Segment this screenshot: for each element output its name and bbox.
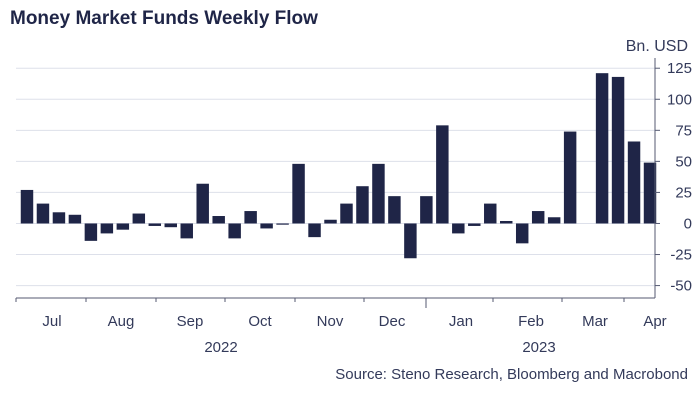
- bar: [484, 203, 497, 224]
- x-tick-label: Apr: [643, 313, 666, 330]
- gridlines: [16, 67, 655, 287]
- x-axis: Jul Aug Sep Oct Nov Dec Jan Feb Mar Apr 2022 2023: [15, 297, 667, 356]
- bar: [404, 223, 417, 259]
- y-axis-unit-label: Bn. USD: [625, 38, 688, 55]
- y-tick-label: 75: [675, 122, 692, 139]
- bar: [468, 223, 481, 226]
- bar: [260, 223, 273, 229]
- bar: [276, 223, 289, 225]
- bar: [340, 203, 353, 224]
- bar: [372, 163, 385, 224]
- x-tick-label: Jan: [449, 313, 473, 330]
- bar: [52, 212, 66, 224]
- y-tick-label: -25: [670, 247, 692, 264]
- bar: [228, 223, 241, 239]
- bar: [436, 125, 449, 224]
- bar: [116, 223, 130, 230]
- bar: [547, 217, 561, 224]
- bar: [611, 76, 625, 224]
- bar: [531, 211, 545, 224]
- bar: [180, 223, 193, 239]
- x-tick-label: Oct: [248, 313, 272, 330]
- x-tick-label: Aug: [108, 313, 135, 330]
- bar: [84, 223, 98, 241]
- source-note: Source: Steno Research, Bloomberg and Ma…: [335, 366, 688, 383]
- y-tick-label: 125: [667, 60, 692, 77]
- bar: [36, 203, 50, 224]
- y-tick-labels: -50 -25 0 25 50 75 100 125: [654, 58, 692, 298]
- y-tick-label: 25: [675, 184, 692, 201]
- y-tick-label: 100: [667, 91, 692, 108]
- bar: [212, 216, 225, 224]
- bar: [563, 131, 577, 224]
- bar: [308, 223, 321, 238]
- bar: [244, 211, 257, 224]
- year-label: 2022: [204, 339, 237, 356]
- y-tick-label: -50: [670, 278, 692, 295]
- x-tick-label: Mar: [582, 313, 608, 330]
- bar: [388, 196, 401, 224]
- year-label: 2023: [522, 339, 555, 356]
- x-tick-label: Nov: [317, 313, 344, 330]
- bar: [452, 223, 465, 234]
- bar: [515, 223, 529, 244]
- bar: [148, 223, 162, 226]
- bar: [500, 220, 513, 224]
- bar: [164, 223, 177, 228]
- x-tick-label: Dec: [379, 313, 406, 330]
- bar: [20, 189, 34, 224]
- bar: [196, 183, 209, 224]
- chart-title: Money Market Funds Weekly Flow: [10, 8, 318, 29]
- x-tick-label: Feb: [518, 313, 544, 330]
- x-tick-label: Sep: [177, 313, 204, 330]
- bar: [627, 141, 641, 224]
- x-tick-label: Jul: [42, 313, 61, 330]
- bar: [100, 223, 114, 234]
- bar: [292, 163, 305, 224]
- y-tick-label: 50: [675, 153, 692, 170]
- bar: [643, 162, 657, 224]
- y-tick-label: 0: [684, 215, 692, 232]
- bar: [68, 214, 82, 224]
- bar: [132, 213, 146, 224]
- bar: [356, 186, 369, 224]
- bar: [420, 196, 433, 224]
- bar: [595, 73, 609, 224]
- bars: [20, 73, 657, 259]
- bar: [324, 219, 337, 224]
